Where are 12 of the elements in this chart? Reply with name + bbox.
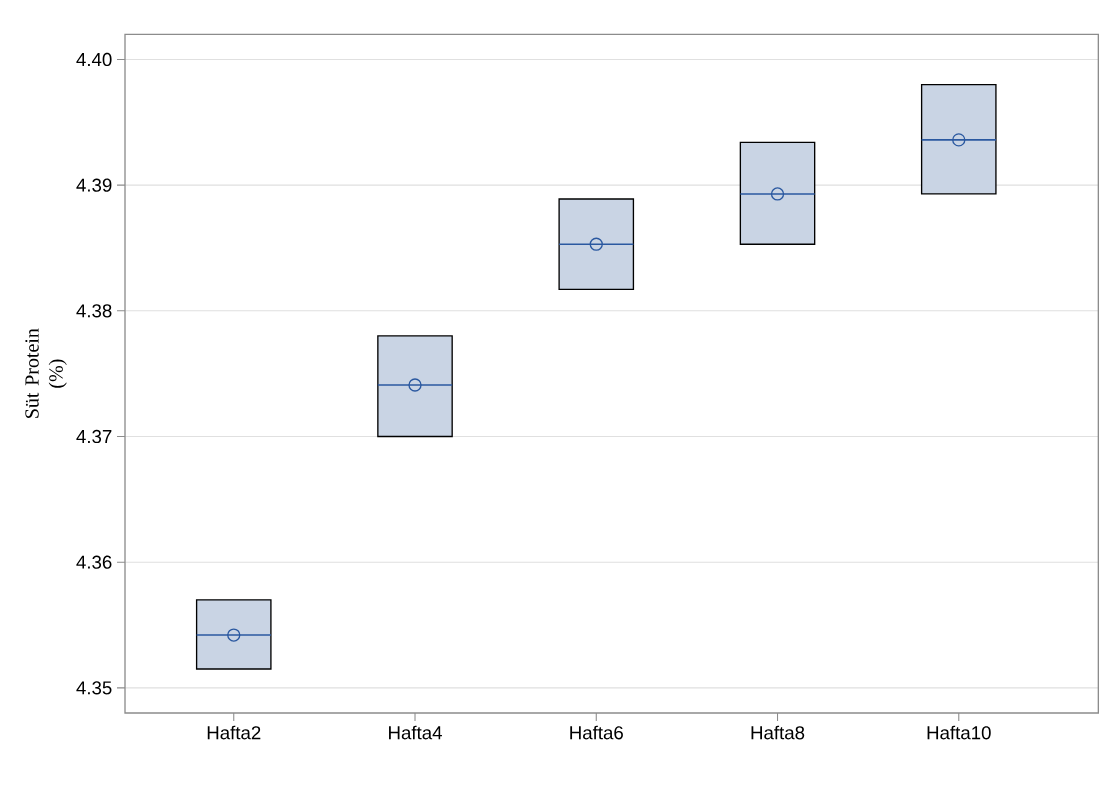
y-axis-title: Süt Protein (%)	[25, 328, 67, 418]
x-tick-label: Hafta2	[207, 725, 261, 740]
y-tick-label: 4.39	[76, 178, 112, 192]
y-tick-label: 4.36	[76, 555, 112, 569]
x-tick-label: Hafta6	[570, 725, 623, 740]
x-tick-label: Hafta8	[751, 725, 805, 740]
y-tick-label: 4.37	[76, 429, 112, 444]
y-tick-label: 4.38	[76, 304, 112, 318]
x-tick-label: Hafta4	[389, 725, 442, 740]
x-tick-label: Hafta10	[927, 725, 991, 740]
y-tick-label: 4.35	[76, 681, 112, 695]
y-tick-label: 4.40	[76, 52, 112, 67]
